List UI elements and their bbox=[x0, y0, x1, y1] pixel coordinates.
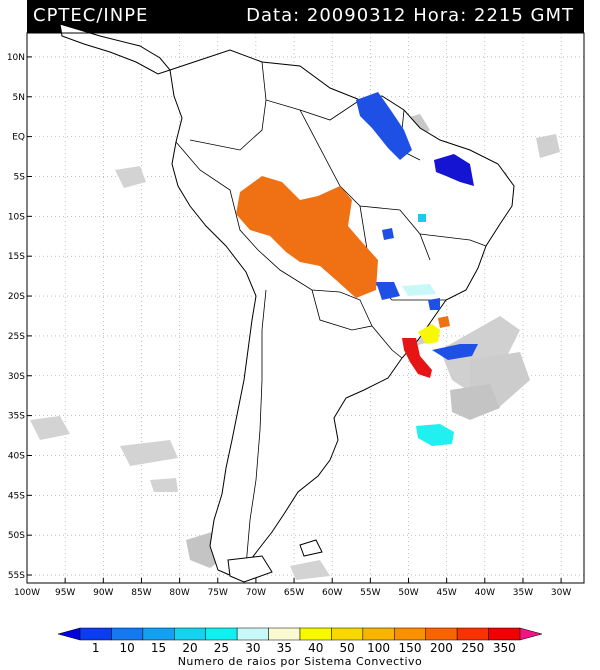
colorbar-label: 20 bbox=[182, 641, 197, 655]
lat-label: 30S bbox=[8, 372, 25, 382]
storm-cluster-blue-3 bbox=[376, 282, 400, 300]
storm-cluster-cyan-1 bbox=[416, 424, 454, 446]
colorbar-swatch bbox=[331, 627, 364, 641]
lat-label: 50S bbox=[8, 531, 25, 541]
lat-label: 15S bbox=[8, 252, 25, 262]
longitude-labels: 100W 95W 90W 85W 80W 75W 70W 65W 60W 55W 50W 45W 40W… bbox=[14, 588, 571, 598]
storm-cluster-blue-4 bbox=[428, 298, 440, 310]
storm-cluster-orange-small bbox=[438, 316, 450, 328]
lon-label: 70W bbox=[246, 588, 266, 598]
colorbar-label: 250 bbox=[461, 641, 484, 655]
lat-label: 45S bbox=[8, 491, 25, 501]
lon-label: 75W bbox=[208, 588, 228, 598]
storm-cluster-cyan-2 bbox=[418, 214, 426, 222]
colorbar-swatch bbox=[111, 627, 144, 641]
colorbar-label: 10 bbox=[120, 641, 135, 655]
colorbar-label: 150 bbox=[399, 641, 422, 655]
lon-label: 85W bbox=[131, 588, 151, 598]
colorbar-swatch bbox=[268, 627, 301, 641]
lat-label: 10S bbox=[8, 212, 25, 222]
lat-label: 55S bbox=[8, 571, 25, 581]
colorbar-label: 25 bbox=[214, 641, 229, 655]
colorbar-swatch bbox=[142, 627, 175, 641]
storm-cluster-lightcyan bbox=[402, 284, 436, 296]
continent-outline bbox=[59, 23, 515, 583]
lightning-colorbar: 1 10 15 20 25 30 35 40 50 100 150 200 250 350 bbox=[57, 627, 543, 655]
latitude-labels: 10N 5N EQ 5S 10S 15S 20S 25S 30S 35S 40S 45S 50S 55S bbox=[7, 53, 25, 581]
lat-label: 35S bbox=[8, 412, 25, 422]
colorbar-label: 15 bbox=[151, 641, 166, 655]
colorbar-swatch bbox=[362, 627, 395, 641]
colorbar-swatch bbox=[205, 627, 238, 641]
lat-label: 5N bbox=[13, 93, 25, 103]
colorbar-title: Numero de raios por Sistema Convectivo bbox=[178, 655, 423, 668]
colorbar-label: 200 bbox=[430, 641, 453, 655]
colorbar-swatch bbox=[174, 627, 206, 641]
colorbar-swatch bbox=[79, 627, 112, 641]
lon-label: 30W bbox=[551, 588, 571, 598]
lon-label: 35W bbox=[513, 588, 533, 598]
lon-label: 90W bbox=[93, 588, 113, 598]
lat-label: EQ bbox=[12, 133, 25, 143]
lon-label: 50W bbox=[398, 588, 418, 598]
colorbar-swatch bbox=[394, 627, 426, 641]
colorbar-label: 1 bbox=[92, 641, 100, 655]
storm-cluster-blue-6 bbox=[382, 228, 394, 240]
source-label: CPTEC/INPE bbox=[33, 5, 149, 26]
colorbar-swatch bbox=[456, 627, 489, 641]
colorbar-label: 350 bbox=[493, 641, 516, 655]
map-frame bbox=[26, 32, 585, 584]
lon-label: 55W bbox=[360, 588, 380, 598]
colorbar-arrow-right bbox=[519, 627, 543, 641]
lat-label: 5S bbox=[14, 172, 26, 182]
colorbar-label: 30 bbox=[245, 641, 260, 655]
colorbar-label: 50 bbox=[340, 641, 355, 655]
colorbar-swatch bbox=[299, 627, 332, 641]
map-header: CPTEC/INPE Data: 20090312 Hora: 2215 GMT bbox=[27, 0, 584, 33]
storm-cluster-yellow bbox=[418, 324, 440, 344]
lat-label: 10N bbox=[7, 53, 25, 63]
colorbar-label: 35 bbox=[277, 641, 292, 655]
colorbar-label: 40 bbox=[308, 641, 323, 655]
colorbar-label: 100 bbox=[367, 641, 390, 655]
lon-label: 100W bbox=[14, 588, 40, 598]
lat-label: 20S bbox=[8, 292, 25, 302]
colorbar-arrow-left bbox=[57, 627, 81, 641]
colorbar-swatch bbox=[425, 627, 458, 641]
storm-cluster-blue-5 bbox=[432, 344, 478, 360]
lat-label: 40S bbox=[8, 451, 25, 461]
lon-label: 40W bbox=[475, 588, 495, 598]
storm-cluster-blue-2 bbox=[434, 154, 474, 186]
colorbar-swatch bbox=[488, 627, 521, 641]
lon-label: 45W bbox=[436, 588, 456, 598]
lon-label: 60W bbox=[322, 588, 342, 598]
lon-label: 95W bbox=[55, 588, 75, 598]
convective-systems bbox=[236, 92, 478, 446]
storm-cluster-red bbox=[402, 338, 432, 378]
lon-label: 65W bbox=[284, 588, 304, 598]
storm-cluster-blue-1 bbox=[356, 92, 412, 160]
lat-label: 25S bbox=[8, 332, 25, 342]
storm-cluster-orange bbox=[236, 176, 378, 298]
colorbar-swatch bbox=[236, 627, 269, 641]
lon-label: 80W bbox=[169, 588, 189, 598]
datetime-label: Data: 20090312 Hora: 2215 GMT bbox=[246, 5, 574, 26]
